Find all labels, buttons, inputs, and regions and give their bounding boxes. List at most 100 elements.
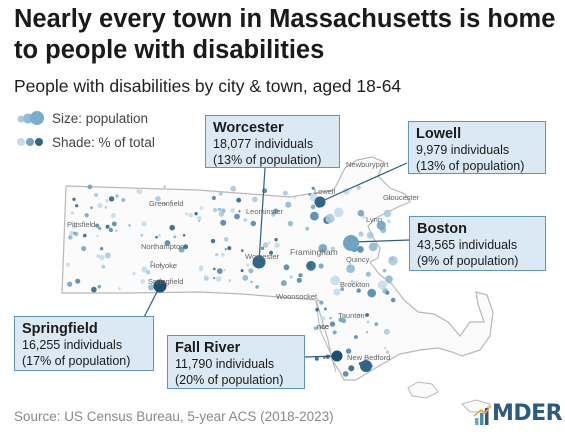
town-dot — [155, 196, 161, 202]
town-dot — [215, 276, 222, 282]
dot-new-bedford — [360, 360, 372, 372]
label-springfield-map: Springfield — [148, 277, 183, 286]
callout-worcester: Worcester 18,077 individuals (13% of pop… — [205, 115, 340, 168]
callout-fall-river-individuals: 11,790 individuals — [175, 357, 275, 371]
town-dot — [273, 208, 279, 214]
page-title: Nearly every town in Massachusetts is ho… — [14, 5, 556, 64]
town-dot — [330, 246, 335, 251]
town-dot — [315, 307, 319, 312]
label-woonsocket: Woonsocket — [276, 292, 318, 301]
town-dot — [159, 263, 162, 267]
label-pittsfield: Pittsfield — [67, 220, 95, 229]
label-worcester-map: Worcester — [245, 252, 280, 261]
town-dot — [296, 277, 302, 283]
town-dot — [72, 224, 77, 229]
callout-boston-individuals: 43,565 individuals — [417, 238, 518, 252]
page-subtitle: People with disabilities by city & town,… — [14, 76, 402, 96]
town-dot — [105, 199, 109, 203]
town-dot — [218, 211, 225, 217]
town-dot — [218, 191, 223, 196]
town-dot — [211, 195, 216, 201]
town-dot — [366, 320, 370, 324]
town-dot — [90, 206, 93, 210]
town-dot — [213, 267, 216, 271]
town-dot — [383, 328, 390, 335]
town-dot — [323, 356, 326, 360]
town-dot — [361, 215, 366, 219]
town-dot — [367, 288, 377, 298]
label-lowell-map: Lowell — [314, 187, 336, 196]
town-dot — [283, 264, 290, 271]
town-dot — [240, 269, 244, 273]
town-dot — [178, 246, 185, 253]
town-dot — [243, 218, 247, 222]
town-dot — [268, 241, 271, 244]
town-dot — [385, 275, 393, 284]
label-holyoke: Holyoke — [150, 261, 177, 270]
label-newburyport: Newburyport — [346, 160, 389, 169]
callout-boston-name: Boston — [417, 221, 467, 237]
island-marthas-vineyard — [407, 381, 439, 399]
callout-worcester-name: Worcester — [213, 120, 284, 136]
town-dot — [84, 213, 89, 218]
town-dot — [332, 330, 337, 335]
town-dot — [155, 236, 158, 239]
town-dot — [230, 208, 235, 213]
town-dot — [230, 185, 237, 192]
label-northampton: Northampton — [141, 242, 184, 251]
town-dot — [194, 212, 198, 216]
town-dot — [223, 237, 229, 242]
town-dot — [325, 213, 335, 224]
town-dot — [99, 247, 104, 251]
bar-chart-icon — [474, 405, 492, 425]
town-dot — [357, 209, 365, 217]
town-dot — [97, 202, 103, 209]
town-dot — [356, 185, 361, 190]
town-dot — [97, 284, 102, 289]
town-dot — [87, 184, 93, 190]
callout-springfield-name: Springfield — [22, 321, 98, 337]
town-dot — [212, 207, 218, 213]
town-dot — [136, 188, 143, 195]
label-providence: nce — [317, 322, 329, 331]
town-dot — [314, 356, 319, 361]
town-dot — [388, 255, 398, 266]
town-dot — [248, 268, 254, 274]
town-dot — [204, 274, 208, 279]
callout-boston-pct: (9% of population) — [417, 253, 519, 268]
legend-shade-label: Shade: % of total — [52, 134, 155, 150]
callout-lowell-name: Lowell — [416, 126, 462, 142]
town-dot — [75, 278, 81, 284]
town-dot — [188, 212, 194, 218]
town-dot — [311, 186, 315, 190]
town-dot — [108, 196, 115, 202]
town-dot — [269, 250, 273, 255]
town-dot — [354, 335, 358, 339]
town-dot — [83, 233, 87, 238]
callout-worcester-individuals: 18,077 individuals — [213, 137, 314, 151]
source-note: Source: US Census Bureau, 5-year ACS (20… — [14, 409, 334, 424]
town-dot — [223, 268, 226, 272]
town-dot — [66, 262, 70, 267]
town-dot — [140, 279, 146, 284]
town-dot — [228, 279, 232, 282]
town-dot — [271, 212, 276, 217]
callout-lowell-individuals: 9,979 individuals — [416, 143, 510, 157]
town-dot — [164, 203, 167, 206]
town-dot — [236, 197, 242, 203]
town-dot — [182, 234, 186, 237]
town-dot — [132, 271, 136, 276]
town-dot — [69, 230, 75, 236]
label-leominster: Leominster — [246, 207, 284, 216]
dot-fall-river — [331, 350, 343, 362]
town-dot — [319, 300, 324, 305]
label-greenfield: Greenfield — [149, 199, 184, 208]
callout-lowell: Lowell 9,979 individuals (13% of populat… — [408, 121, 546, 174]
town-dot — [224, 248, 227, 251]
town-dot — [385, 350, 390, 354]
town-dot — [377, 280, 387, 290]
town-dot — [99, 254, 105, 261]
callout-springfield-individuals: 16,255 individuals — [22, 338, 123, 352]
town-dot — [169, 224, 175, 231]
town-dot — [164, 240, 171, 246]
